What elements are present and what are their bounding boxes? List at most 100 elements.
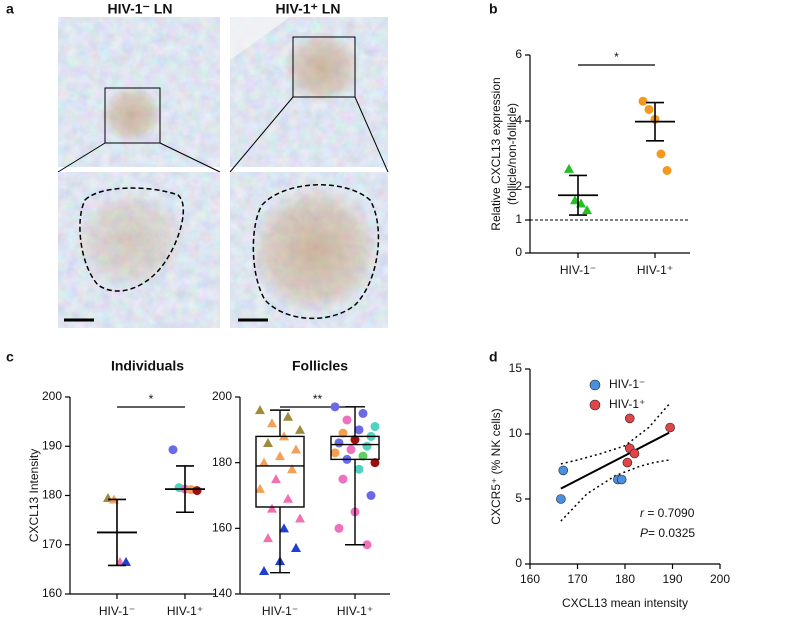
- x-tick-label: 170: [567, 572, 587, 586]
- significance: **: [313, 392, 323, 406]
- point: [564, 163, 574, 173]
- legend-swatch: [589, 379, 601, 391]
- point: [622, 457, 633, 468]
- point: [291, 444, 301, 454]
- y-tick-label: 5: [515, 491, 522, 505]
- image-title: HIV-1⁻ LN: [108, 1, 173, 17]
- x-tick-label: HIV-1⁺: [637, 263, 673, 277]
- x-tick-label: 190: [662, 572, 682, 586]
- y-axis-label: (follicle/non-follicle): [505, 103, 519, 205]
- follicle: [250, 185, 380, 315]
- fit-line: [560, 431, 670, 490]
- follicle-outline: [252, 184, 380, 320]
- confidence-band: [560, 403, 670, 465]
- image-title: HIV-1⁺ LN: [276, 1, 341, 17]
- point: [279, 523, 289, 533]
- point: [259, 566, 269, 576]
- y-tick-label: 2: [515, 179, 522, 193]
- x-tick-label: HIV-1⁺: [337, 604, 373, 618]
- point: [346, 445, 356, 455]
- point: [283, 493, 293, 503]
- y-tick-label: 200: [42, 389, 62, 403]
- point: [295, 513, 305, 523]
- point: [644, 104, 654, 114]
- y-tick-label: 160: [42, 586, 62, 600]
- point: [283, 411, 293, 421]
- point: [330, 402, 340, 412]
- y-tick-label: 190: [42, 438, 62, 452]
- point: [342, 415, 352, 425]
- follicle: [102, 87, 162, 143]
- point: [259, 457, 269, 467]
- point: [354, 425, 364, 435]
- chart-title: Follicles: [292, 358, 348, 374]
- point: [370, 458, 380, 468]
- y-tick-label: 4: [515, 113, 522, 127]
- point: [366, 491, 376, 500]
- confidence-band: [560, 459, 670, 522]
- significance: *: [149, 392, 154, 406]
- point: [616, 474, 627, 485]
- point: [267, 503, 277, 513]
- zoom-line: [229, 96, 294, 173]
- legend-label: HIV-1⁺: [609, 397, 645, 411]
- point: [275, 451, 285, 461]
- annotation-symbol: r: [640, 506, 645, 520]
- annotation-symbol: P: [640, 526, 648, 540]
- point: [350, 435, 360, 445]
- point: [263, 533, 273, 543]
- significance: *: [614, 50, 619, 64]
- follicle-outline: [79, 187, 185, 292]
- point: [287, 464, 297, 474]
- annotation-text: = 0.7090: [644, 506, 695, 520]
- edge: [230, 17, 290, 60]
- y-tick-label: 160: [212, 521, 232, 535]
- x-axis-label: CXCL13 mean intensity: [562, 596, 688, 610]
- point: [662, 166, 672, 175]
- point: [334, 438, 344, 448]
- y-tick-label: 1: [515, 212, 522, 226]
- point: [629, 448, 640, 459]
- y-axis-label: CXCR5⁺ (% NK cells): [489, 408, 503, 524]
- follicle: [75, 190, 185, 290]
- y-axis-label: CXCL13 Intensity: [27, 449, 41, 542]
- x-tick-label: HIV-1⁺: [167, 604, 203, 618]
- point: [267, 418, 277, 428]
- point: [295, 424, 305, 434]
- histology: HIV-1⁻ LN HIV-1⁺ LN: [57, 1, 389, 328]
- chart-title: Individuals: [111, 358, 184, 374]
- panel-label: b: [489, 1, 498, 17]
- y-tick-label: 180: [212, 455, 232, 469]
- y-tick-label: 0: [515, 556, 522, 570]
- point: [338, 474, 348, 484]
- y-tick-label: 200: [212, 389, 232, 403]
- point: [665, 422, 675, 433]
- point: [291, 543, 301, 553]
- y-axis-label: Relative CXCL13 expression: [489, 77, 503, 230]
- legend-label: HIV-1⁻: [609, 377, 645, 391]
- point: [370, 422, 380, 432]
- point: [582, 205, 592, 215]
- y-tick-label: 140: [212, 586, 232, 600]
- point: [638, 96, 648, 106]
- zoom-box: [104, 87, 161, 144]
- zoom-line: [159, 142, 221, 173]
- annotation: r = 0.7090: [640, 506, 695, 520]
- y-tick-label: 0: [515, 245, 522, 259]
- x-tick-label: 160: [520, 572, 540, 586]
- point: [121, 556, 131, 566]
- x-tick-label: 200: [710, 572, 730, 586]
- zoom-line: [354, 96, 389, 173]
- point: [168, 445, 178, 455]
- point: [255, 405, 265, 415]
- point: [330, 448, 340, 458]
- point: [338, 428, 348, 438]
- point: [362, 540, 372, 550]
- point: [656, 149, 666, 159]
- y-tick-label: 10: [509, 426, 523, 440]
- point: [192, 486, 202, 496]
- y-tick-label: 6: [515, 47, 522, 61]
- y-tick-label: 15: [509, 361, 523, 375]
- point: [255, 483, 265, 493]
